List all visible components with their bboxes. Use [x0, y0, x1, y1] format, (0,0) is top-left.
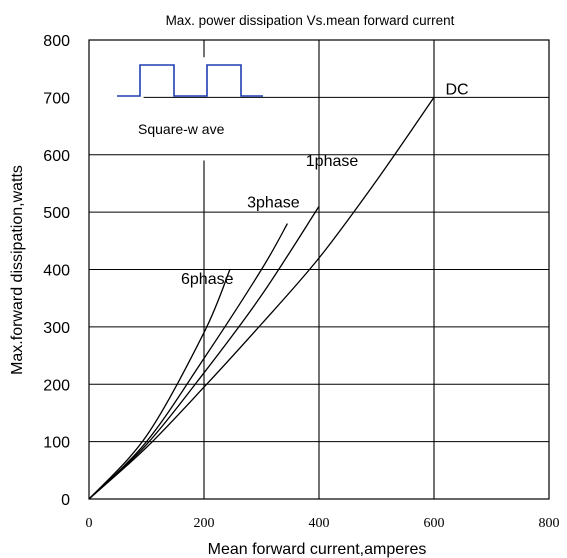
x-tick-label: 600 — [424, 516, 445, 531]
series-label: DC — [446, 82, 469, 99]
x-tick-label: 0 — [86, 516, 93, 531]
x-tick-labels: 0 200 400 600 800 — [86, 516, 560, 531]
y-tick-label: 300 — [43, 320, 70, 337]
y-tick-label: 500 — [43, 205, 70, 222]
series-line — [88, 269, 231, 500]
grid — [89, 40, 549, 499]
series-labels: DC 1phase 3phase 6phase — [181, 82, 469, 288]
y-tick-labels: 0 100 200 300 400 500 600 700 800 — [43, 33, 70, 509]
series-lines — [88, 97, 435, 500]
square-wave-icon — [117, 64, 263, 97]
plot-frame — [88, 39, 550, 500]
y-tick-label: 200 — [43, 377, 70, 394]
y-tick-label: 100 — [43, 435, 70, 452]
y-tick-label: 0 — [61, 492, 70, 509]
x-tick-label: 200 — [194, 516, 215, 531]
series-line — [88, 223, 288, 500]
y-axis-title: Max.forward dissipation,watts — [9, 165, 26, 375]
y-tick-label: 800 — [43, 33, 70, 50]
y-tick-label: 400 — [43, 263, 70, 280]
x-tick-label: 400 — [309, 516, 330, 531]
series-label: 1phase — [306, 153, 359, 170]
series-label: 3phase — [247, 195, 300, 212]
square-wave-inset: Square-w ave — [117, 64, 263, 137]
chart-title: Max. power dissipation Vs.mean forward c… — [166, 13, 455, 28]
series-line — [88, 97, 435, 500]
y-tick-label: 700 — [43, 90, 70, 107]
y-tick-label: 600 — [43, 148, 70, 165]
square-wave-label: Square-w ave — [138, 121, 225, 137]
x-tick-label: 800 — [539, 516, 560, 531]
series-label: 6phase — [181, 271, 234, 288]
x-axis-title: Mean forward current,amperes — [208, 541, 427, 558]
series-line — [88, 206, 320, 500]
